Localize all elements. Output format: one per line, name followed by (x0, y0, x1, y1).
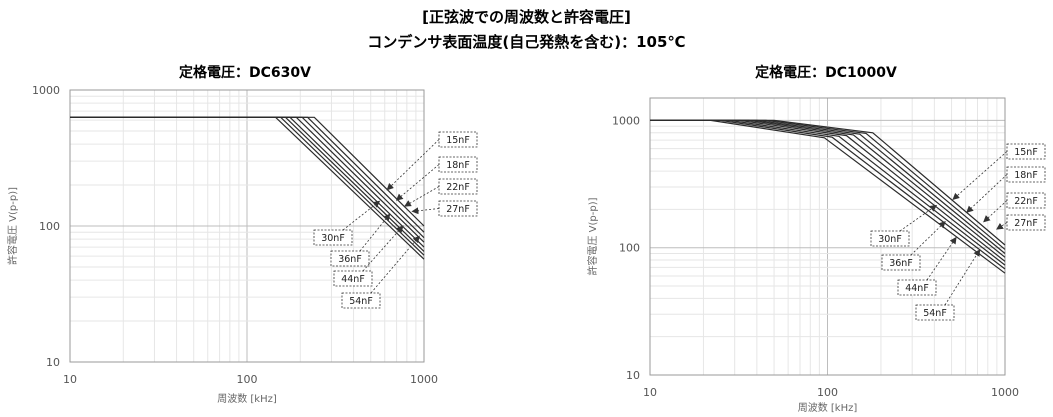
page-title: [正弦波での周波数と許容電圧] (422, 8, 631, 26)
callout-label: 22nF (1014, 196, 1038, 207)
plot-frame (649, 97, 1006, 376)
callout-label: 30nF (321, 233, 345, 244)
x-tick-label: 100 (817, 386, 838, 399)
chart-2: 定格電圧：DC1000V 10 100 1000 10 100 1000 周波数 [kHz] 許… (586, 64, 1046, 414)
x-tick-label: 10 (63, 373, 77, 386)
callout-box (438, 200, 478, 217)
series-line-54nF (650, 119, 1006, 274)
chart-title: 定格電圧：DC1000V (755, 64, 897, 81)
callout-box (438, 156, 478, 173)
callout-arrow (395, 164, 440, 201)
callout-arrow (910, 221, 946, 256)
callout-box (438, 178, 478, 195)
callout-label: 18nF (446, 160, 470, 171)
callout-box (1006, 143, 1046, 160)
chart-1: 定格電圧：DC630V 10 100 1000 10 100 1000 周波数 [kHz] 許容… (6, 64, 478, 405)
callout-arrow (411, 207, 440, 215)
callout-label: 15nF (1014, 147, 1038, 158)
callout-box (1006, 214, 1046, 231)
y-tick-label: 10 (46, 356, 60, 369)
callout-arrow (983, 200, 1008, 223)
y-tick-label: 1000 (32, 84, 60, 97)
callout-label: 36nF (338, 254, 362, 265)
callout-box (881, 254, 921, 271)
callout-box (313, 229, 353, 246)
callout-box (438, 131, 478, 148)
x-tick-label: 100 (237, 373, 258, 386)
callout-label: 54nF (923, 308, 947, 319)
page-subtitle: コンデンサ表面温度(自己発熱を含む)：105℃ (367, 33, 686, 51)
x-axis-label: 周波数 [kHz] (798, 401, 858, 414)
callout-box (330, 250, 370, 267)
callout-label: 44nF (341, 274, 365, 285)
callout-label: 27nF (1014, 218, 1038, 229)
chart-title: 定格電圧：DC630V (179, 64, 311, 81)
y-tick-label: 100 (39, 220, 60, 233)
callout-box (870, 230, 910, 247)
callout-label: 36nF (889, 258, 913, 269)
x-tick-label: 1000 (410, 373, 438, 386)
callout-label: 30nF (878, 234, 902, 245)
callout-box (341, 292, 381, 309)
callout-label: 22nF (446, 182, 470, 193)
callout-arrow (966, 174, 1008, 213)
callout-label: 27nF (446, 204, 470, 215)
callout-arrow (952, 151, 1008, 200)
y-axis-label: 許容電圧 V(p-p)] (6, 187, 19, 265)
callout-label: 54nF (349, 296, 373, 307)
x-tick-label: 10 (643, 386, 657, 399)
callout-label: 44nF (905, 283, 929, 294)
callout-arrow (404, 186, 440, 207)
callout-label: 18nF (1014, 170, 1038, 181)
callout-box (1006, 166, 1046, 183)
callout-arrow (386, 139, 440, 191)
callout-arrow (926, 236, 957, 281)
callout-arrow (899, 204, 938, 232)
callout-label: 15nF (446, 135, 470, 146)
series-line-54nF (70, 116, 425, 260)
y-axis-label: 許容電圧 V(p-p)] (586, 197, 599, 275)
callout-arrow (944, 249, 981, 306)
x-axis-label: 周波数 [kHz] (217, 392, 277, 405)
callout-box (897, 279, 937, 296)
callout-arrow (370, 235, 420, 294)
x-tick-label: 1000 (991, 386, 1019, 399)
y-tick-label: 1000 (612, 114, 640, 127)
grid (69, 89, 424, 363)
callout-box (1006, 192, 1046, 209)
y-tick-label: 100 (619, 242, 640, 255)
callout-box (915, 304, 955, 321)
callout-box (333, 270, 373, 287)
y-tick-label: 10 (626, 369, 640, 382)
